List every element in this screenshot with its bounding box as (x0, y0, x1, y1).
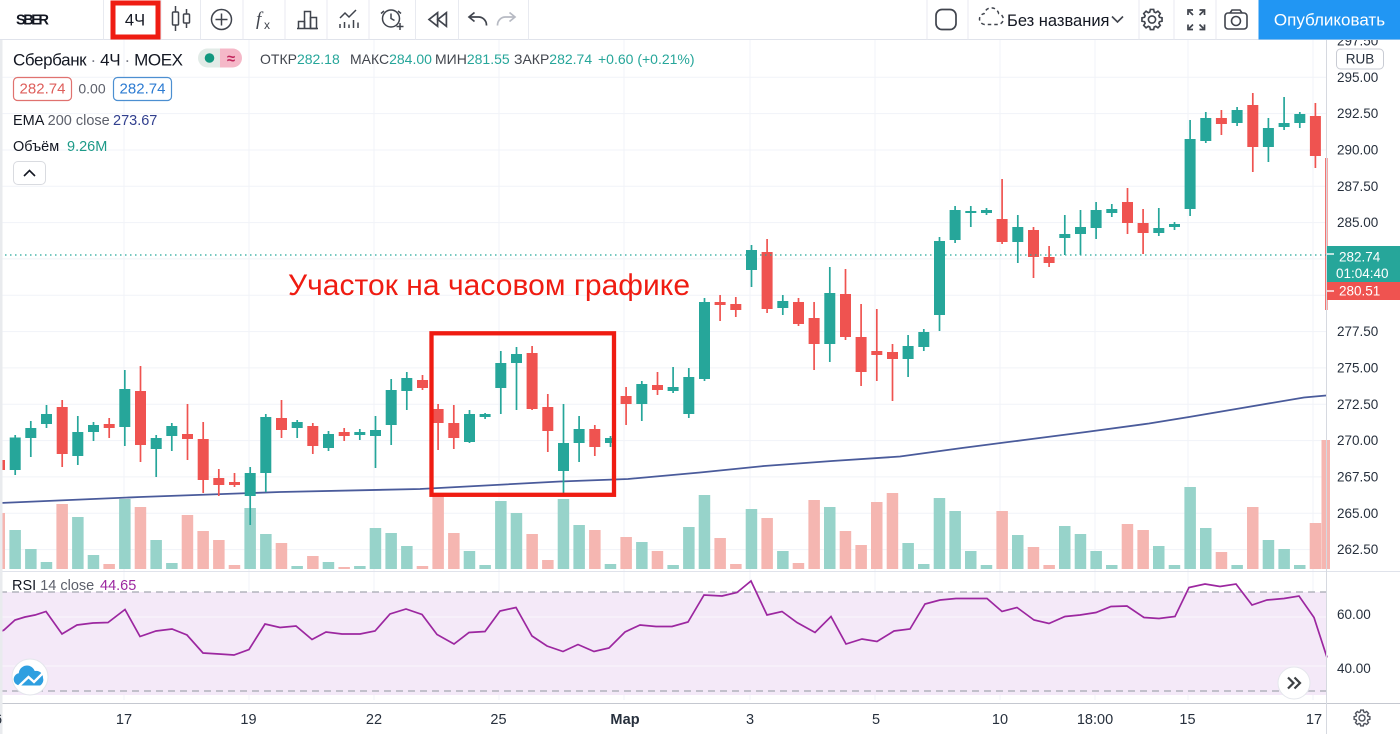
svg-text:4Ч: 4Ч (125, 12, 145, 30)
svg-text:295.00: 295.00 (1337, 70, 1378, 85)
svg-text:60.00: 60.00 (1337, 607, 1371, 622)
svg-text:40.00: 40.00 (1337, 661, 1371, 676)
svg-text:19: 19 (240, 712, 256, 728)
svg-text:9.26M: 9.26M (67, 139, 107, 155)
svg-text:292.50: 292.50 (1337, 106, 1378, 121)
svg-text:262.50: 262.50 (1337, 542, 1378, 557)
svg-text:SBER: SBER (16, 13, 50, 29)
svg-text:10: 10 (992, 712, 1008, 728)
svg-text:17: 17 (116, 712, 132, 728)
svg-text:265.00: 265.00 (1337, 506, 1378, 521)
svg-text:273.67: 273.67 (113, 113, 157, 129)
svg-text:17: 17 (1306, 712, 1322, 728)
svg-text:Опубликовать: Опубликовать (1274, 11, 1385, 30)
svg-text:270.00: 270.00 (1337, 433, 1378, 448)
svg-text:ОТКР282.18: ОТКР282.18 (260, 51, 340, 67)
svg-text:Объём: Объём (13, 139, 59, 155)
svg-text:Без названия: Без названия (1007, 12, 1109, 30)
svg-text:x: x (264, 18, 270, 32)
svg-text:277.50: 277.50 (1337, 324, 1378, 339)
svg-text:МИН281.55: МИН281.55 (435, 51, 510, 67)
svg-text:6: 6 (0, 712, 2, 728)
svg-text:287.50: 287.50 (1337, 179, 1378, 194)
svg-text:280.51: 280.51 (1339, 284, 1380, 299)
svg-text:≈: ≈ (227, 51, 235, 68)
svg-text:22: 22 (366, 712, 382, 728)
svg-text:44.65: 44.65 (100, 578, 136, 594)
svg-text:282.74: 282.74 (120, 81, 166, 98)
svg-text:267.50: 267.50 (1337, 469, 1378, 484)
svg-text:0.00: 0.00 (78, 81, 105, 97)
svg-text:25: 25 (490, 712, 506, 728)
svg-text:5: 5 (872, 712, 880, 728)
svg-text:Мар: Мар (610, 712, 639, 728)
svg-text:ЗАКР282.74: ЗАКР282.74 (514, 51, 592, 67)
svg-text:3: 3 (746, 712, 754, 728)
svg-text:EMA 200 close: EMA 200 close (13, 113, 110, 129)
svg-text:282.74: 282.74 (20, 81, 66, 98)
svg-text:290.00: 290.00 (1337, 143, 1378, 158)
svg-text:272.50: 272.50 (1337, 397, 1378, 412)
svg-text:275.00: 275.00 (1337, 360, 1378, 375)
svg-text:01:04:40: 01:04:40 (1336, 266, 1389, 281)
svg-text:282.74: 282.74 (1339, 250, 1381, 265)
svg-text:+0.60 (+0.21%): +0.60 (+0.21%) (598, 51, 695, 67)
svg-text:Сбербанк · 4Ч · MOEX: Сбербанк · 4Ч · MOEX (13, 51, 183, 70)
svg-text:285.00: 285.00 (1337, 215, 1378, 230)
svg-text:Участок на часовом графике: Участок на часовом графике (288, 269, 690, 302)
svg-text:RSI 14 close: RSI 14 close (12, 578, 94, 594)
svg-text:18:00: 18:00 (1077, 712, 1113, 728)
svg-text:f: f (256, 9, 264, 30)
svg-text:15: 15 (1179, 712, 1195, 728)
svg-text:МАКС284.00: МАКС284.00 (350, 51, 432, 67)
svg-text:RUB: RUB (1346, 52, 1375, 67)
